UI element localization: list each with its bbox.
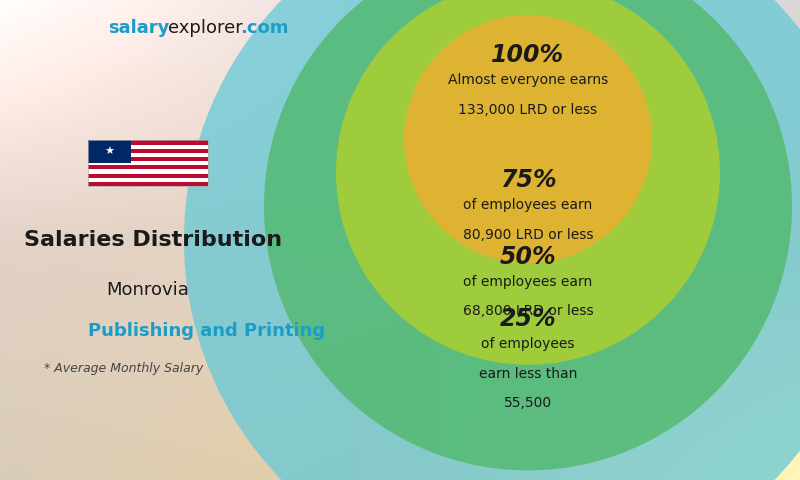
Text: ★: ★: [105, 147, 114, 157]
Bar: [88, 165, 208, 169]
Text: 25%: 25%: [500, 307, 556, 331]
Text: 133,000 LRD or less: 133,000 LRD or less: [458, 103, 598, 117]
Text: Almost everyone earns: Almost everyone earns: [448, 73, 608, 87]
Ellipse shape: [404, 15, 652, 263]
Text: of employees: of employees: [482, 337, 574, 351]
Bar: [88, 174, 208, 178]
Text: salary: salary: [108, 19, 170, 37]
Text: of employees earn: of employees earn: [463, 275, 593, 288]
Text: of employees earn: of employees earn: [463, 198, 593, 212]
Bar: [88, 149, 208, 153]
Text: * Average Monthly Salary: * Average Monthly Salary: [44, 362, 204, 375]
Bar: [88, 140, 131, 163]
Text: .com: .com: [240, 19, 289, 37]
Text: 80,900 LRD or less: 80,900 LRD or less: [462, 228, 594, 241]
Text: 68,800 LRD or less: 68,800 LRD or less: [462, 304, 594, 318]
Text: Monrovia: Monrovia: [106, 281, 190, 299]
Ellipse shape: [336, 0, 720, 365]
Text: Salaries Distribution: Salaries Distribution: [24, 230, 282, 251]
Bar: [88, 140, 208, 144]
Bar: [88, 169, 208, 174]
Text: 75%: 75%: [500, 168, 556, 192]
Ellipse shape: [264, 0, 792, 470]
Ellipse shape: [184, 0, 800, 480]
Bar: [88, 157, 208, 161]
Bar: [88, 144, 208, 149]
Text: explorer: explorer: [168, 19, 242, 37]
Text: Publishing and Printing: Publishing and Printing: [88, 322, 325, 340]
Text: 100%: 100%: [491, 43, 565, 67]
Bar: [88, 141, 208, 186]
Bar: [88, 161, 208, 165]
Bar: [88, 178, 208, 182]
Bar: [88, 153, 208, 157]
Text: 55,500: 55,500: [504, 396, 552, 410]
Bar: [88, 182, 208, 186]
Text: 50%: 50%: [500, 245, 556, 269]
Text: earn less than: earn less than: [479, 367, 577, 381]
